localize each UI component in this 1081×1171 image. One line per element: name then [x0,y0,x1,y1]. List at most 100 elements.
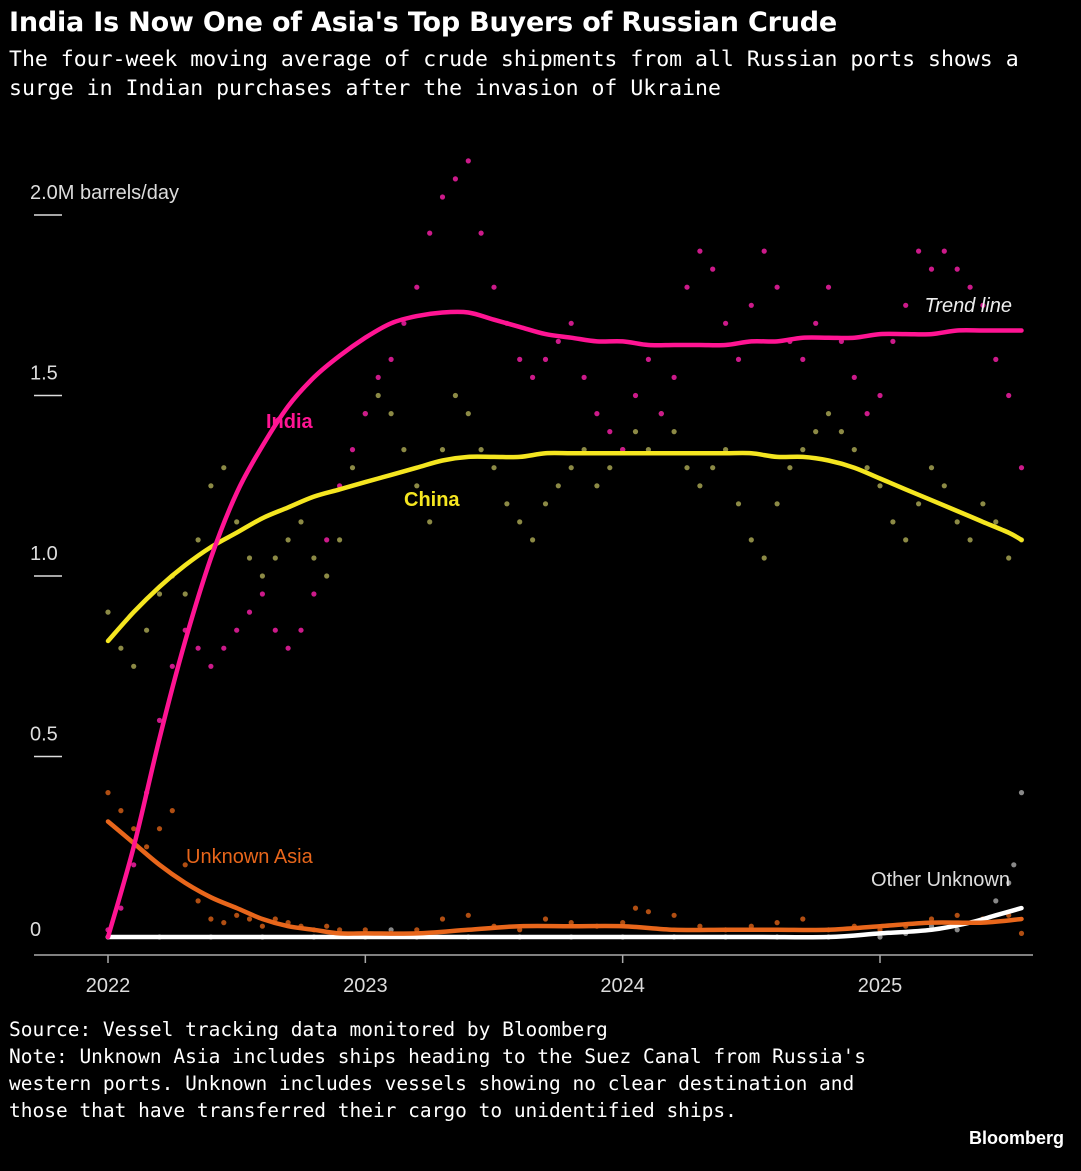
china-point [414,483,420,489]
china-point [452,392,458,399]
china-point [838,429,845,435]
unknown-asia-point [144,844,150,850]
india-point [259,591,265,597]
china-point [311,555,317,561]
y-axis: 2.0M barrels/day 0 0.5 1.0 1.5 [30,182,179,941]
trend-line-label: Trend line [925,295,1012,317]
india-point [594,411,600,417]
unknown-asia-point [105,790,111,796]
china-point [864,465,870,471]
china-point [890,519,896,525]
india-point [928,266,935,272]
unknown-asia-point [156,826,163,832]
india-point [581,374,587,380]
india-point [903,302,909,308]
y-tick-label: 1.0 [30,543,58,565]
y-axis-unit-label: 2.0M barrels/day [30,182,179,204]
india-point [234,627,240,633]
india-point [851,374,857,380]
other-unknown-point [1011,862,1017,868]
china-point [337,537,343,543]
china-point [118,645,124,651]
china-point [710,465,716,471]
china-point [105,609,111,615]
india-trend-line [105,309,1024,940]
other-unknown-point [388,927,394,933]
india-point [324,537,330,543]
india-point [980,302,986,308]
china-point [504,501,510,507]
unknown-asia-point [928,916,935,922]
china-point [259,573,265,579]
unknown-asia-point [800,916,806,922]
india-point [671,374,677,380]
chart-footer: Source: Vessel tracking data monitored b… [9,1016,909,1124]
other-unknown-label: Other Unknown [871,869,1010,891]
china-point [916,501,922,507]
china-point [787,465,793,471]
india-point [813,320,819,326]
data-points [105,158,1025,940]
india-point [414,284,420,290]
china-trend-line [105,450,1024,644]
india-point [1018,465,1025,471]
india-point [710,266,716,272]
india-point [530,374,536,380]
china-point [993,519,999,525]
india-point [362,411,368,417]
china-point [530,537,536,543]
china-point [144,627,150,633]
unknown-asia-point [542,916,549,922]
india-point [684,284,690,290]
india-point [916,248,922,254]
unknown-asia-point [671,912,677,918]
china-point [877,483,883,489]
china-point [427,519,433,525]
source-text: Source: Vessel tracking data monitored b… [9,1018,608,1041]
india-point [349,447,356,453]
india-point [607,429,613,435]
china-point [1006,555,1012,561]
unknown-asia-point [169,808,175,814]
india-point [311,591,317,597]
china-point [684,465,690,471]
india-point [375,374,381,380]
india-point [156,717,163,724]
india-point [954,266,960,272]
india-point [246,609,253,615]
india-point [800,356,806,362]
unknown-asia-point [234,912,240,918]
unknown-asia-point [195,898,201,904]
india-point [169,663,175,669]
unknown-asia-point [362,927,368,933]
india-point [401,320,407,326]
india-point [298,627,304,633]
china-point [903,537,909,543]
unknown-asia-point [208,916,214,922]
china-point [825,411,832,417]
china-point [697,483,703,489]
y-tick-label: 1.5 [30,363,58,385]
x-tick-label: 2025 [858,975,903,997]
unknown-asia-point [568,920,574,926]
india-point [388,356,394,362]
unknown-asia-point [131,826,137,832]
unknown-asia-point [632,905,639,911]
y-tick-label: 0.5 [30,724,58,746]
unknown-asia-point [954,912,960,918]
unknown-asia-point [1018,930,1025,937]
india-point [735,356,742,362]
china-point [607,465,613,471]
china-point [980,501,986,507]
india-point [465,158,471,164]
china-point [298,519,304,525]
china-point [156,591,163,597]
india-point [941,248,947,254]
unknown-asia-point [221,920,227,926]
india-point [620,447,626,453]
india-point [993,356,999,362]
unknown-asia-point [246,916,253,922]
note-text: Note: Unknown Asia includes ships headin… [9,1045,867,1122]
india-point [439,194,446,200]
